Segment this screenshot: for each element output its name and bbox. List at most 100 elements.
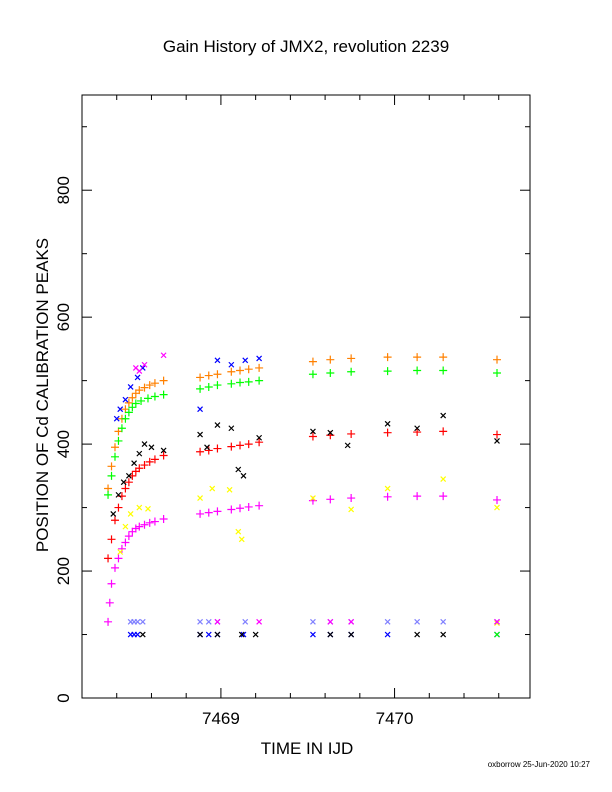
data-point-plus bbox=[255, 438, 264, 447]
data-point-plus bbox=[110, 563, 119, 572]
data-point-cross bbox=[131, 460, 138, 467]
data-point-cross bbox=[205, 631, 212, 638]
data-point-plus bbox=[159, 451, 168, 460]
data-point-cross bbox=[240, 631, 247, 638]
data-point-plus bbox=[347, 429, 356, 438]
data-point-plus bbox=[121, 414, 130, 423]
data-point-cross bbox=[228, 361, 235, 368]
data-point-plus bbox=[236, 504, 245, 513]
data-point-plus bbox=[105, 598, 114, 607]
y-tick-label: 400 bbox=[54, 430, 73, 458]
data-point-plus bbox=[143, 394, 152, 403]
data-point-cross bbox=[242, 357, 249, 364]
y-tick-label: 0 bbox=[54, 693, 73, 702]
data-point-plus bbox=[140, 461, 149, 470]
data-point-plus bbox=[308, 370, 317, 379]
plot-axes: 0 200 400 600 800 7469 7470 bbox=[54, 94, 531, 728]
data-point-plus bbox=[104, 490, 113, 499]
data-point-cross bbox=[160, 447, 167, 454]
data-point-plus bbox=[383, 428, 392, 437]
data-point-plus bbox=[159, 390, 168, 399]
data-point-cross bbox=[160, 352, 167, 359]
data-point-cross bbox=[494, 620, 500, 627]
data-point-plus bbox=[150, 455, 159, 464]
data-point-plus bbox=[114, 436, 123, 445]
data-point-cross bbox=[414, 618, 421, 625]
data-point-plus bbox=[107, 579, 116, 588]
data-point-plus bbox=[104, 554, 113, 563]
data-point-plus bbox=[308, 432, 317, 441]
data-point-cross bbox=[127, 384, 134, 390]
data-point-plus bbox=[124, 398, 133, 407]
data-point-cross bbox=[384, 485, 391, 492]
data-point-plus bbox=[255, 501, 264, 510]
data-point-cross bbox=[384, 618, 391, 625]
data-point-plus bbox=[439, 492, 448, 501]
x-tick-label: 7470 bbox=[376, 709, 414, 728]
data-point-cross bbox=[226, 486, 233, 493]
data-point-cross bbox=[310, 631, 316, 638]
data-point-cross bbox=[440, 412, 447, 419]
data-point-plus bbox=[110, 516, 119, 525]
data-point-plus bbox=[347, 367, 356, 376]
data-point-plus bbox=[110, 443, 119, 452]
data-point-cross bbox=[238, 536, 245, 543]
y-axis-title: POSITION OF Cd CALIBRATION PEAKS bbox=[33, 238, 52, 552]
data-point-plus bbox=[347, 494, 356, 503]
data-point-plus bbox=[204, 446, 213, 455]
data-point-plus bbox=[124, 408, 133, 417]
data-point-cross bbox=[440, 618, 447, 625]
data-point-cross bbox=[205, 618, 212, 625]
data-point-plus bbox=[439, 427, 448, 436]
data-point-cross bbox=[214, 618, 221, 625]
data-point-cross bbox=[310, 495, 316, 501]
data-point-plus bbox=[326, 355, 335, 364]
data-point-plus bbox=[204, 371, 213, 380]
data-point-cross bbox=[348, 631, 355, 638]
data-point-plus bbox=[150, 392, 159, 401]
data-point-plus bbox=[236, 378, 245, 387]
data-point-cross bbox=[414, 631, 421, 638]
data-point-cross bbox=[228, 425, 235, 432]
data-point-plus bbox=[236, 441, 245, 450]
data-point-plus bbox=[493, 430, 502, 439]
data-point-cross bbox=[238, 631, 245, 638]
data-point-plus bbox=[204, 508, 213, 517]
data-point-plus bbox=[135, 464, 144, 473]
data-point-cross bbox=[384, 631, 391, 638]
data-point-plus bbox=[383, 367, 392, 376]
data-point-plus bbox=[347, 354, 356, 363]
data-markers bbox=[104, 352, 502, 638]
data-point-cross bbox=[145, 505, 151, 512]
data-point-cross bbox=[494, 631, 500, 638]
data-point-cross bbox=[197, 406, 204, 413]
data-point-cross bbox=[209, 485, 216, 492]
data-point-plus bbox=[135, 522, 144, 531]
data-point-plus bbox=[213, 444, 222, 453]
data-point-plus bbox=[107, 535, 116, 544]
data-point-cross bbox=[115, 491, 122, 498]
data-point-cross bbox=[136, 504, 143, 511]
data-point-plus bbox=[413, 492, 422, 501]
data-point-cross bbox=[204, 444, 210, 451]
data-point-plus bbox=[439, 366, 448, 375]
data-point-cross bbox=[139, 631, 146, 638]
footer-timestamp: oxborrow 25-Jun-2020 10:27 bbox=[487, 760, 590, 769]
data-point-cross bbox=[148, 444, 155, 451]
data-point-plus bbox=[244, 440, 253, 449]
data-point-plus bbox=[236, 366, 245, 375]
data-point-cross bbox=[256, 618, 263, 625]
data-point-plus bbox=[145, 457, 154, 466]
data-point-cross bbox=[494, 438, 500, 444]
data-point-cross bbox=[110, 511, 117, 517]
data-point-plus bbox=[150, 379, 159, 388]
data-point-plus bbox=[308, 357, 317, 366]
data-point-cross bbox=[384, 420, 391, 427]
data-point-plus bbox=[227, 367, 236, 376]
data-point-cross bbox=[240, 472, 247, 479]
data-point-plus bbox=[121, 538, 130, 547]
data-point-plus bbox=[244, 377, 253, 386]
data-point-cross bbox=[494, 618, 500, 625]
data-point-plus bbox=[255, 376, 264, 385]
data-point-cross bbox=[134, 618, 141, 625]
